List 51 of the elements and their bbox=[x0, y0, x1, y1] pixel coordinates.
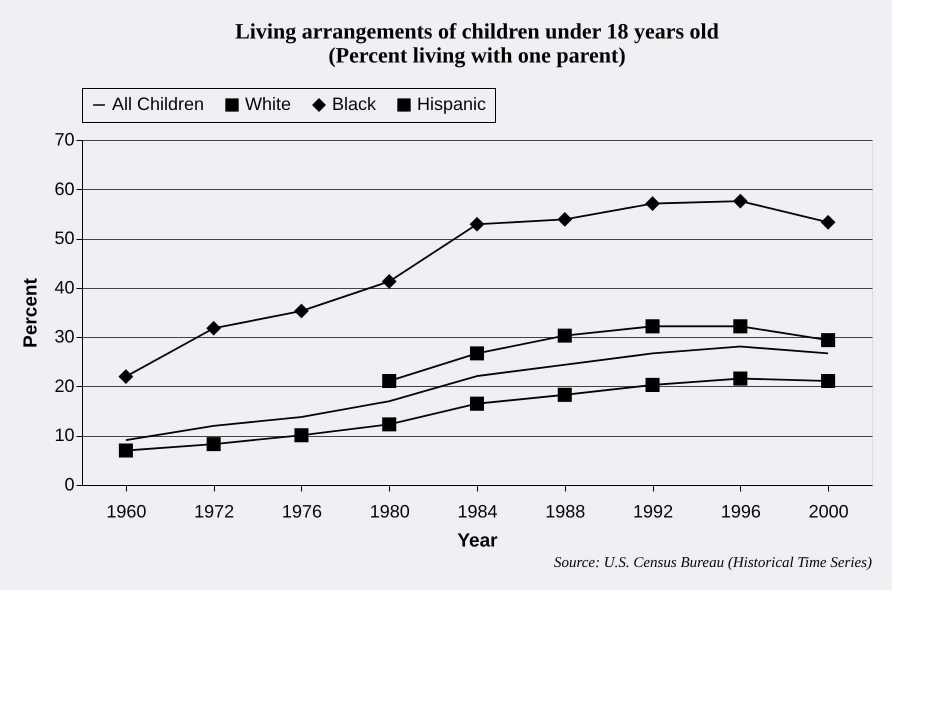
point bbox=[733, 194, 748, 208]
point bbox=[118, 443, 133, 458]
x-tick-label: 1960 bbox=[106, 502, 146, 522]
point bbox=[470, 217, 484, 232]
point bbox=[118, 370, 133, 384]
point bbox=[470, 396, 484, 411]
legend-label: White bbox=[245, 94, 292, 114]
x-tick-label: 1972 bbox=[194, 502, 234, 522]
y-tick-label: 60 bbox=[54, 178, 74, 199]
text: (Percent living with one parent) bbox=[328, 42, 626, 68]
point bbox=[646, 319, 660, 334]
point bbox=[294, 428, 308, 442]
point bbox=[206, 437, 221, 452]
text: Living arrangements of children under 18 years old bbox=[235, 18, 719, 44]
x-tick-label: 1980 bbox=[370, 502, 410, 522]
x-axis-title: Year bbox=[457, 530, 498, 552]
point bbox=[382, 374, 396, 388]
legend-label: Hispanic bbox=[417, 94, 486, 114]
y-tick-label: 30 bbox=[54, 326, 74, 347]
line-series bbox=[124, 346, 830, 442]
point bbox=[206, 321, 221, 336]
x-tick-label: 1976 bbox=[282, 502, 322, 522]
y-tick-label: 40 bbox=[54, 277, 74, 298]
legend-label: All Children bbox=[112, 94, 204, 114]
y-tick-label: 10 bbox=[54, 425, 74, 446]
point bbox=[733, 372, 748, 386]
point bbox=[646, 196, 660, 211]
point bbox=[821, 215, 836, 230]
point bbox=[733, 319, 748, 334]
x-tick-label: 1992 bbox=[633, 502, 674, 522]
x-tick-label: 1984 bbox=[457, 502, 498, 522]
point bbox=[646, 378, 660, 392]
y-tick-label: 0 bbox=[64, 474, 74, 494]
point bbox=[821, 374, 836, 388]
point bbox=[382, 417, 396, 432]
x-tick-label: 1996 bbox=[720, 502, 761, 522]
y-tick-label: 70 bbox=[54, 130, 74, 150]
point bbox=[294, 304, 308, 318]
point bbox=[558, 212, 572, 226]
y-axis-title: Percent bbox=[20, 277, 42, 348]
x-tick-label: 1988 bbox=[545, 502, 586, 522]
point bbox=[382, 274, 396, 288]
y-tick-label: 20 bbox=[54, 376, 74, 396]
point bbox=[470, 346, 484, 360]
x-tick-label: 2000 bbox=[808, 502, 849, 522]
point bbox=[821, 333, 836, 348]
y-tick-label: 50 bbox=[54, 228, 74, 248]
point bbox=[558, 328, 572, 343]
legend-label: Black bbox=[332, 94, 378, 114]
source-note: Source: U.S. Census Bureau (Historical Time Series) bbox=[554, 555, 872, 571]
point bbox=[558, 388, 572, 402]
